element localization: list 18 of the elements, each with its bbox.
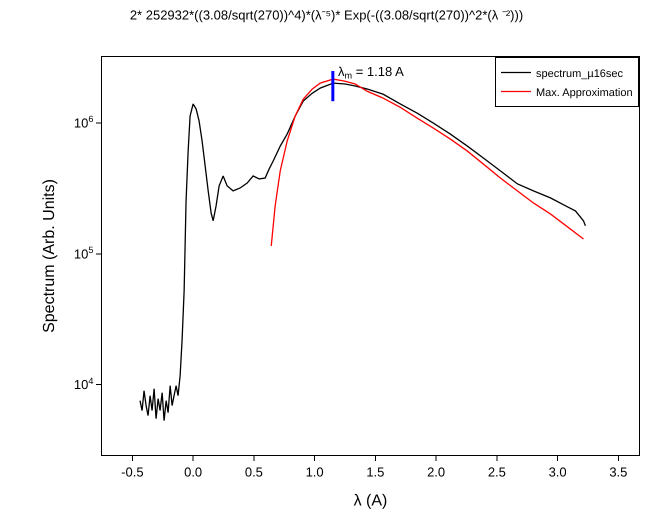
x-tick-label: 1.5 — [366, 464, 384, 480]
x-tick-label: 3.0 — [548, 464, 567, 480]
x-tick-label: 3.5 — [609, 464, 628, 480]
x-tick-label: -0.5 — [121, 464, 144, 480]
x-tick-label: 0.5 — [244, 464, 263, 480]
y-tick-label: 10$^{6}$ — [74, 114, 94, 131]
legend-label: Max. Approximation — [536, 86, 633, 99]
x-tick-label: 0.0 — [184, 464, 202, 480]
x-tick-label: 2.5 — [488, 464, 506, 480]
annotation: λ$_{m}$ = 1.18 A — [338, 64, 404, 81]
y-tick-label: 10$^{4}$ — [74, 376, 94, 392]
x-tick-label: 1.0 — [306, 464, 324, 480]
y-axis-title: Spectrum (Arb. Units) — [40, 179, 58, 333]
y-tick-label: 10$^{5}$ — [74, 244, 94, 262]
x-tick-label: 2.0 — [427, 464, 446, 480]
chart-title: 2* 252932*((3.08/sqrt(270))^4)*(λ⁻⁵)* Exp(-((3.08/sqrt(270))^2*(λ ⁻²))) — [130, 7, 524, 22]
legend-label: spectrum_µ16sec — [536, 68, 624, 80]
x-axis-title: λ (A) — [354, 492, 388, 510]
